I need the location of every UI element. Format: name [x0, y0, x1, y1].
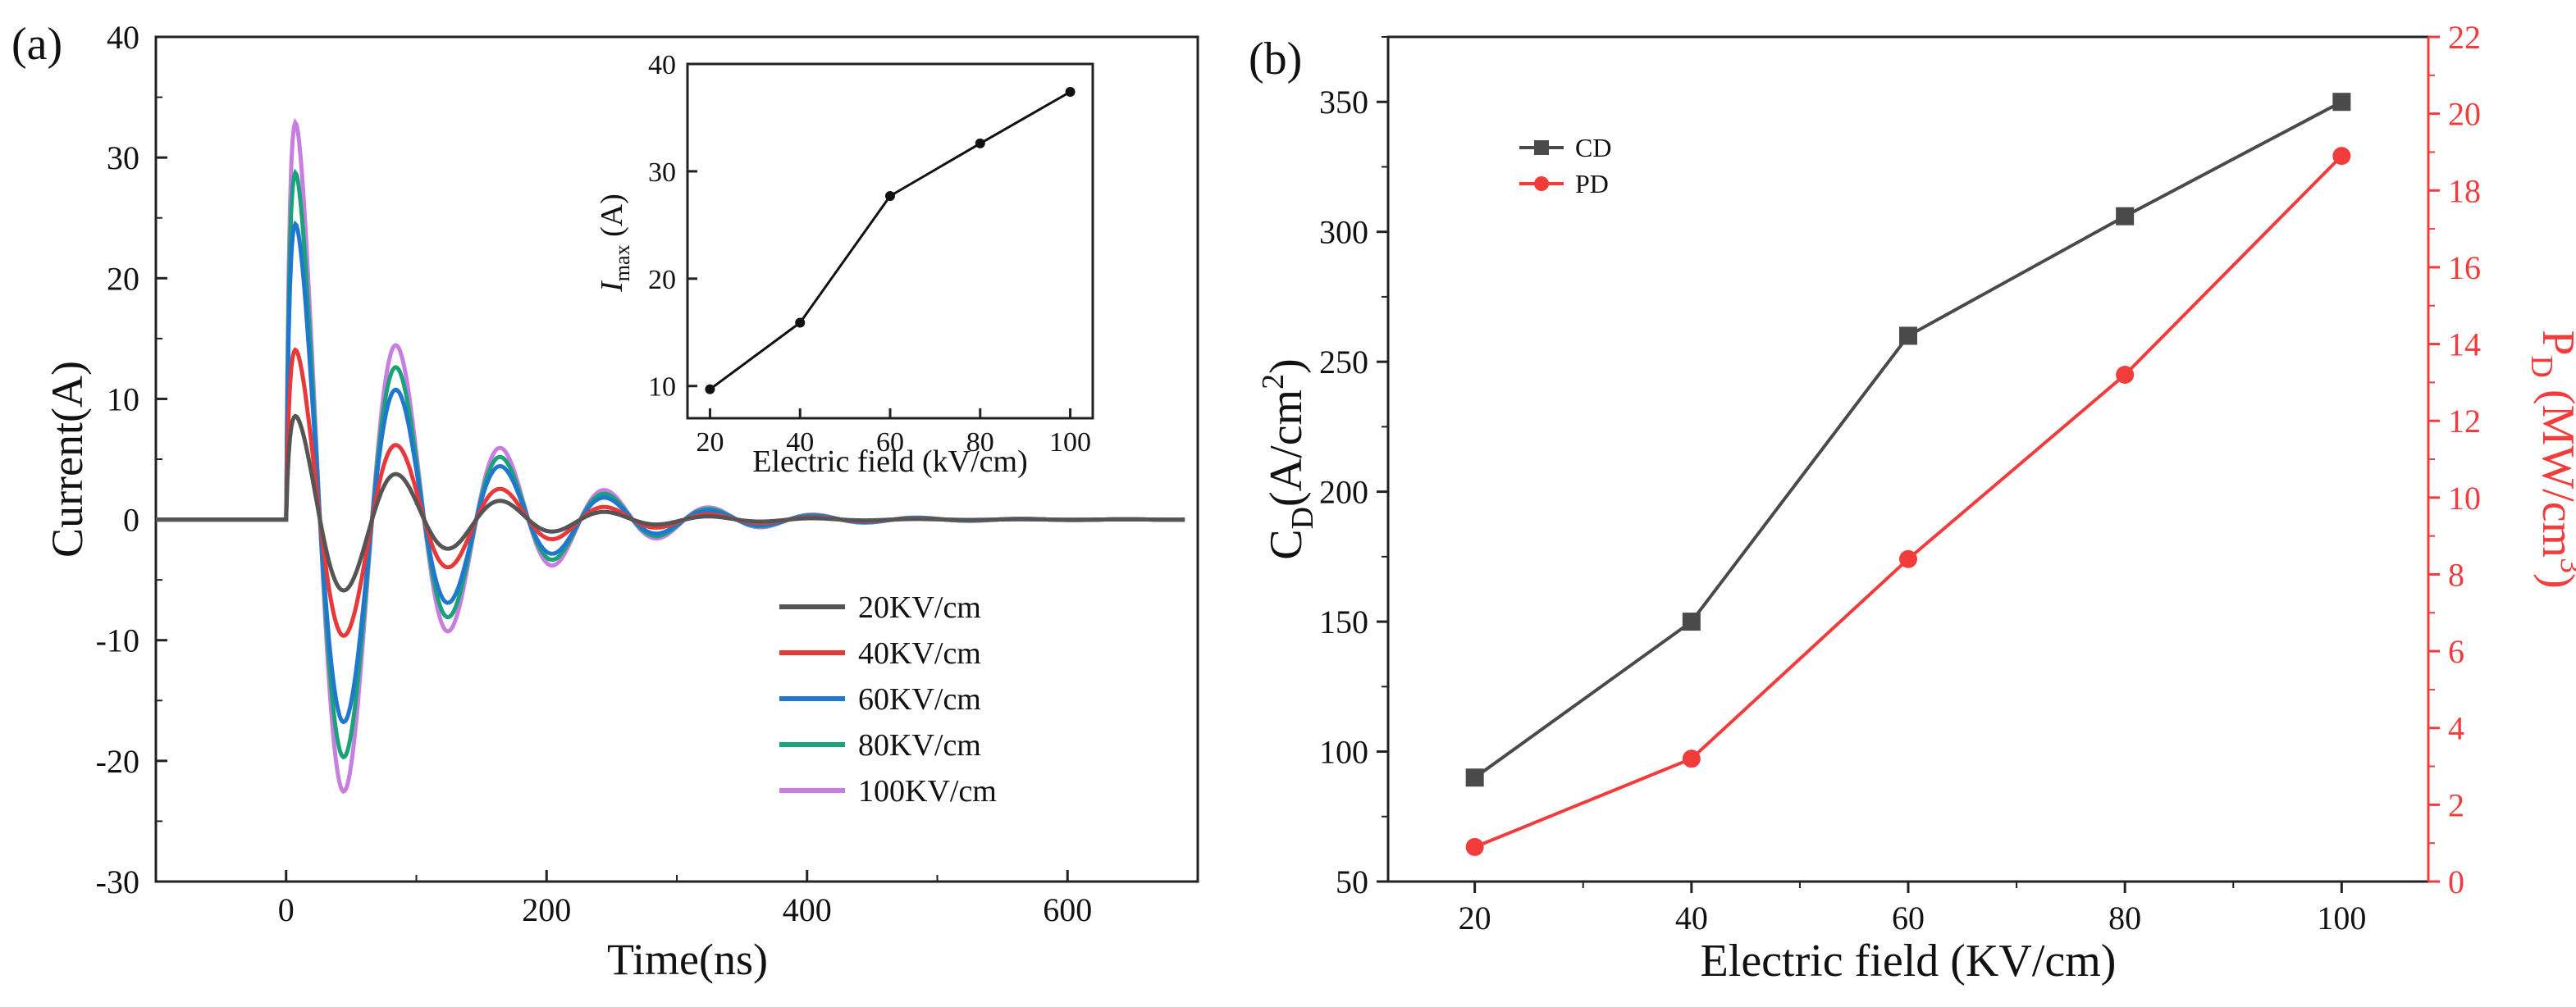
inset-y-ticks: 10 20 30 40 — [648, 50, 697, 403]
b-x-tick-label: 100 — [2317, 900, 2366, 936]
inset-point — [975, 138, 985, 148]
b-point-PD — [1899, 549, 1917, 568]
b-point-PD — [2116, 366, 2135, 384]
b-left-y-tick-label: 350 — [1319, 84, 1368, 121]
b-right-y-tick-label: 0 — [2448, 863, 2464, 900]
b-point-CD — [2116, 207, 2135, 226]
inset-marks — [705, 87, 1076, 394]
panel-b-plot-frame — [1386, 35, 2430, 883]
inset-y-tick-label: 10 — [648, 372, 676, 403]
inset-y-axis-label: Imax (A) — [595, 194, 634, 293]
panel-a-label: (a) — [11, 19, 62, 70]
panel-a-x-ticks: 0 200 400 600 — [155, 870, 1199, 928]
b-point-PD — [1465, 837, 1484, 856]
inset-x-tick-label: 40 — [786, 427, 814, 458]
b-x-tick-label: 20 — [1459, 900, 1491, 936]
inset-y-tick-label: 20 — [648, 265, 676, 295]
b-series-line-PD — [1473, 154, 2343, 849]
a-y-tick-label: 20 — [107, 260, 139, 297]
a-x-tick-label: 200 — [522, 891, 571, 928]
b-point-CD — [1682, 613, 1701, 631]
b-right-y-tick-label: 14 — [2448, 326, 2481, 363]
b-legend-label: CD — [1575, 133, 1611, 162]
b-x-tick-label: 80 — [2108, 900, 2141, 936]
b-legend-marker — [1534, 140, 1549, 155]
b-right-y-tick-label: 10 — [2448, 480, 2481, 517]
b-left-y-tick-label: 300 — [1319, 214, 1368, 251]
b-left-y-tick-label: 50 — [1336, 863, 1368, 900]
a-y-tick-label: 0 — [123, 502, 139, 539]
inset-point — [795, 317, 806, 328]
b-point-CD — [2332, 93, 2351, 112]
b-x-tick-label: 40 — [1675, 900, 1708, 936]
b-right-y-tick-label: 16 — [2448, 249, 2481, 286]
inset-point — [885, 191, 895, 202]
a-series-line-20KV/cm — [156, 413, 1185, 593]
a-legend-label: 40KV/cm — [858, 636, 981, 671]
b-series-line-CD — [1473, 100, 2343, 779]
b-point-PD — [1682, 750, 1701, 768]
inset-x-tick-label: 80 — [966, 427, 994, 458]
b-right-y-tick-label: 22 — [2448, 19, 2481, 56]
a-y-tick-label: 30 — [107, 139, 139, 176]
inset-x-tick-label: 60 — [876, 427, 904, 458]
inset-point — [705, 384, 715, 394]
panel-b-label: (b) — [1249, 34, 1302, 84]
a-y-tick-label: -10 — [96, 622, 139, 659]
b-point-PD — [2332, 147, 2351, 166]
panel-a-inset-chart: 10 20 30 40 20 40 60 80 100 Imax (A) Electric f… — [595, 50, 1094, 479]
panel-b-chart: 50 100 150 200 250 300 350 0 2 4 6 8 10 12 14 16 18 20 22… — [1256, 19, 2576, 986]
b-left-y-tick-label: 150 — [1319, 604, 1368, 640]
a-legend-label: 80KV/cm — [858, 728, 981, 763]
b-point-CD — [1465, 768, 1484, 787]
a-x-tick-label: 600 — [1043, 891, 1092, 928]
a-x-tick-label: 400 — [783, 891, 832, 928]
b-right-y-tick-label: 6 — [2448, 633, 2464, 670]
b-x-tick-label: 60 — [1892, 900, 1925, 936]
inset-x-tick-label: 20 — [696, 427, 724, 458]
panel-b-right-axis-label: PD (MW/cm3) — [2524, 330, 2576, 589]
panel-b-left-y-ticks: 50 100 150 200 250 300 350 — [1319, 36, 1388, 900]
panel-a-curves — [156, 117, 1185, 794]
panel-a-x-axis-label: Time(ns) — [607, 935, 768, 984]
inset-x-tick-label: 100 — [1049, 427, 1091, 458]
inset-y-tick-label: 40 — [648, 50, 676, 80]
inset-x-axis-label: Electric field (kV/cm) — [752, 444, 1028, 479]
b-right-y-tick-label: 2 — [2448, 786, 2464, 823]
b-right-y-tick-label: 20 — [2448, 96, 2481, 133]
a-legend-label: 100KV/cm — [858, 774, 997, 809]
a-y-tick-label: -20 — [96, 743, 139, 780]
a-legend-label: 20KV/cm — [858, 590, 981, 625]
b-left-y-tick-label: 100 — [1319, 734, 1368, 771]
b-left-y-tick-label: 200 — [1319, 474, 1368, 511]
panel-a-main-chart: -30 -20 -10 0 10 20 30 40 0 200 400 600 Current(A)… — [43, 19, 1199, 984]
a-y-tick-label: 10 — [107, 380, 139, 417]
inset-plot-frame — [686, 62, 1094, 420]
b-right-y-tick-label: 12 — [2448, 403, 2481, 440]
panel-b-left-axis-label: CD(A/cm2) — [1256, 358, 1320, 560]
inset-y-tick-label: 30 — [648, 157, 676, 188]
panel-b-right-y-ticks: 0 2 4 6 8 10 12 14 16 18 20 22 — [2428, 19, 2481, 900]
panel-b-x-ticks: 20 40 60 80 100 — [1459, 882, 2366, 936]
b-legend-marker — [1534, 176, 1549, 191]
b-right-y-tick-label: 4 — [2448, 710, 2464, 747]
panel-a-y-axis-label: Current(A) — [43, 361, 92, 558]
a-y-tick-label: -30 — [96, 863, 139, 900]
a-y-tick-label: 40 — [107, 19, 139, 56]
a-legend-label: 60KV/cm — [858, 682, 981, 717]
b-right-y-tick-label: 18 — [2448, 172, 2481, 209]
a-x-tick-label: 0 — [278, 891, 295, 928]
panel-b-legend: CD PD — [1519, 133, 1611, 198]
b-point-CD — [1899, 326, 1917, 345]
panel-a-y-ticks: -30 -20 -10 0 10 20 30 40 — [96, 19, 167, 900]
panel-a-legend: 20KV/cm 40KV/cm 60KV/cm 80KV/cm 100KV/cm — [779, 590, 997, 809]
b-left-y-tick-label: 250 — [1319, 344, 1368, 380]
b-legend-label: PD — [1575, 169, 1609, 198]
inset-x-ticks: 20 40 60 80 100 — [696, 408, 1091, 458]
panel-b-x-axis-label: Electric field (KV/cm) — [1701, 936, 2117, 986]
inset-point — [1065, 87, 1076, 98]
b-right-y-tick-label: 8 — [2448, 556, 2464, 593]
panel-b-marks — [1465, 93, 2351, 856]
